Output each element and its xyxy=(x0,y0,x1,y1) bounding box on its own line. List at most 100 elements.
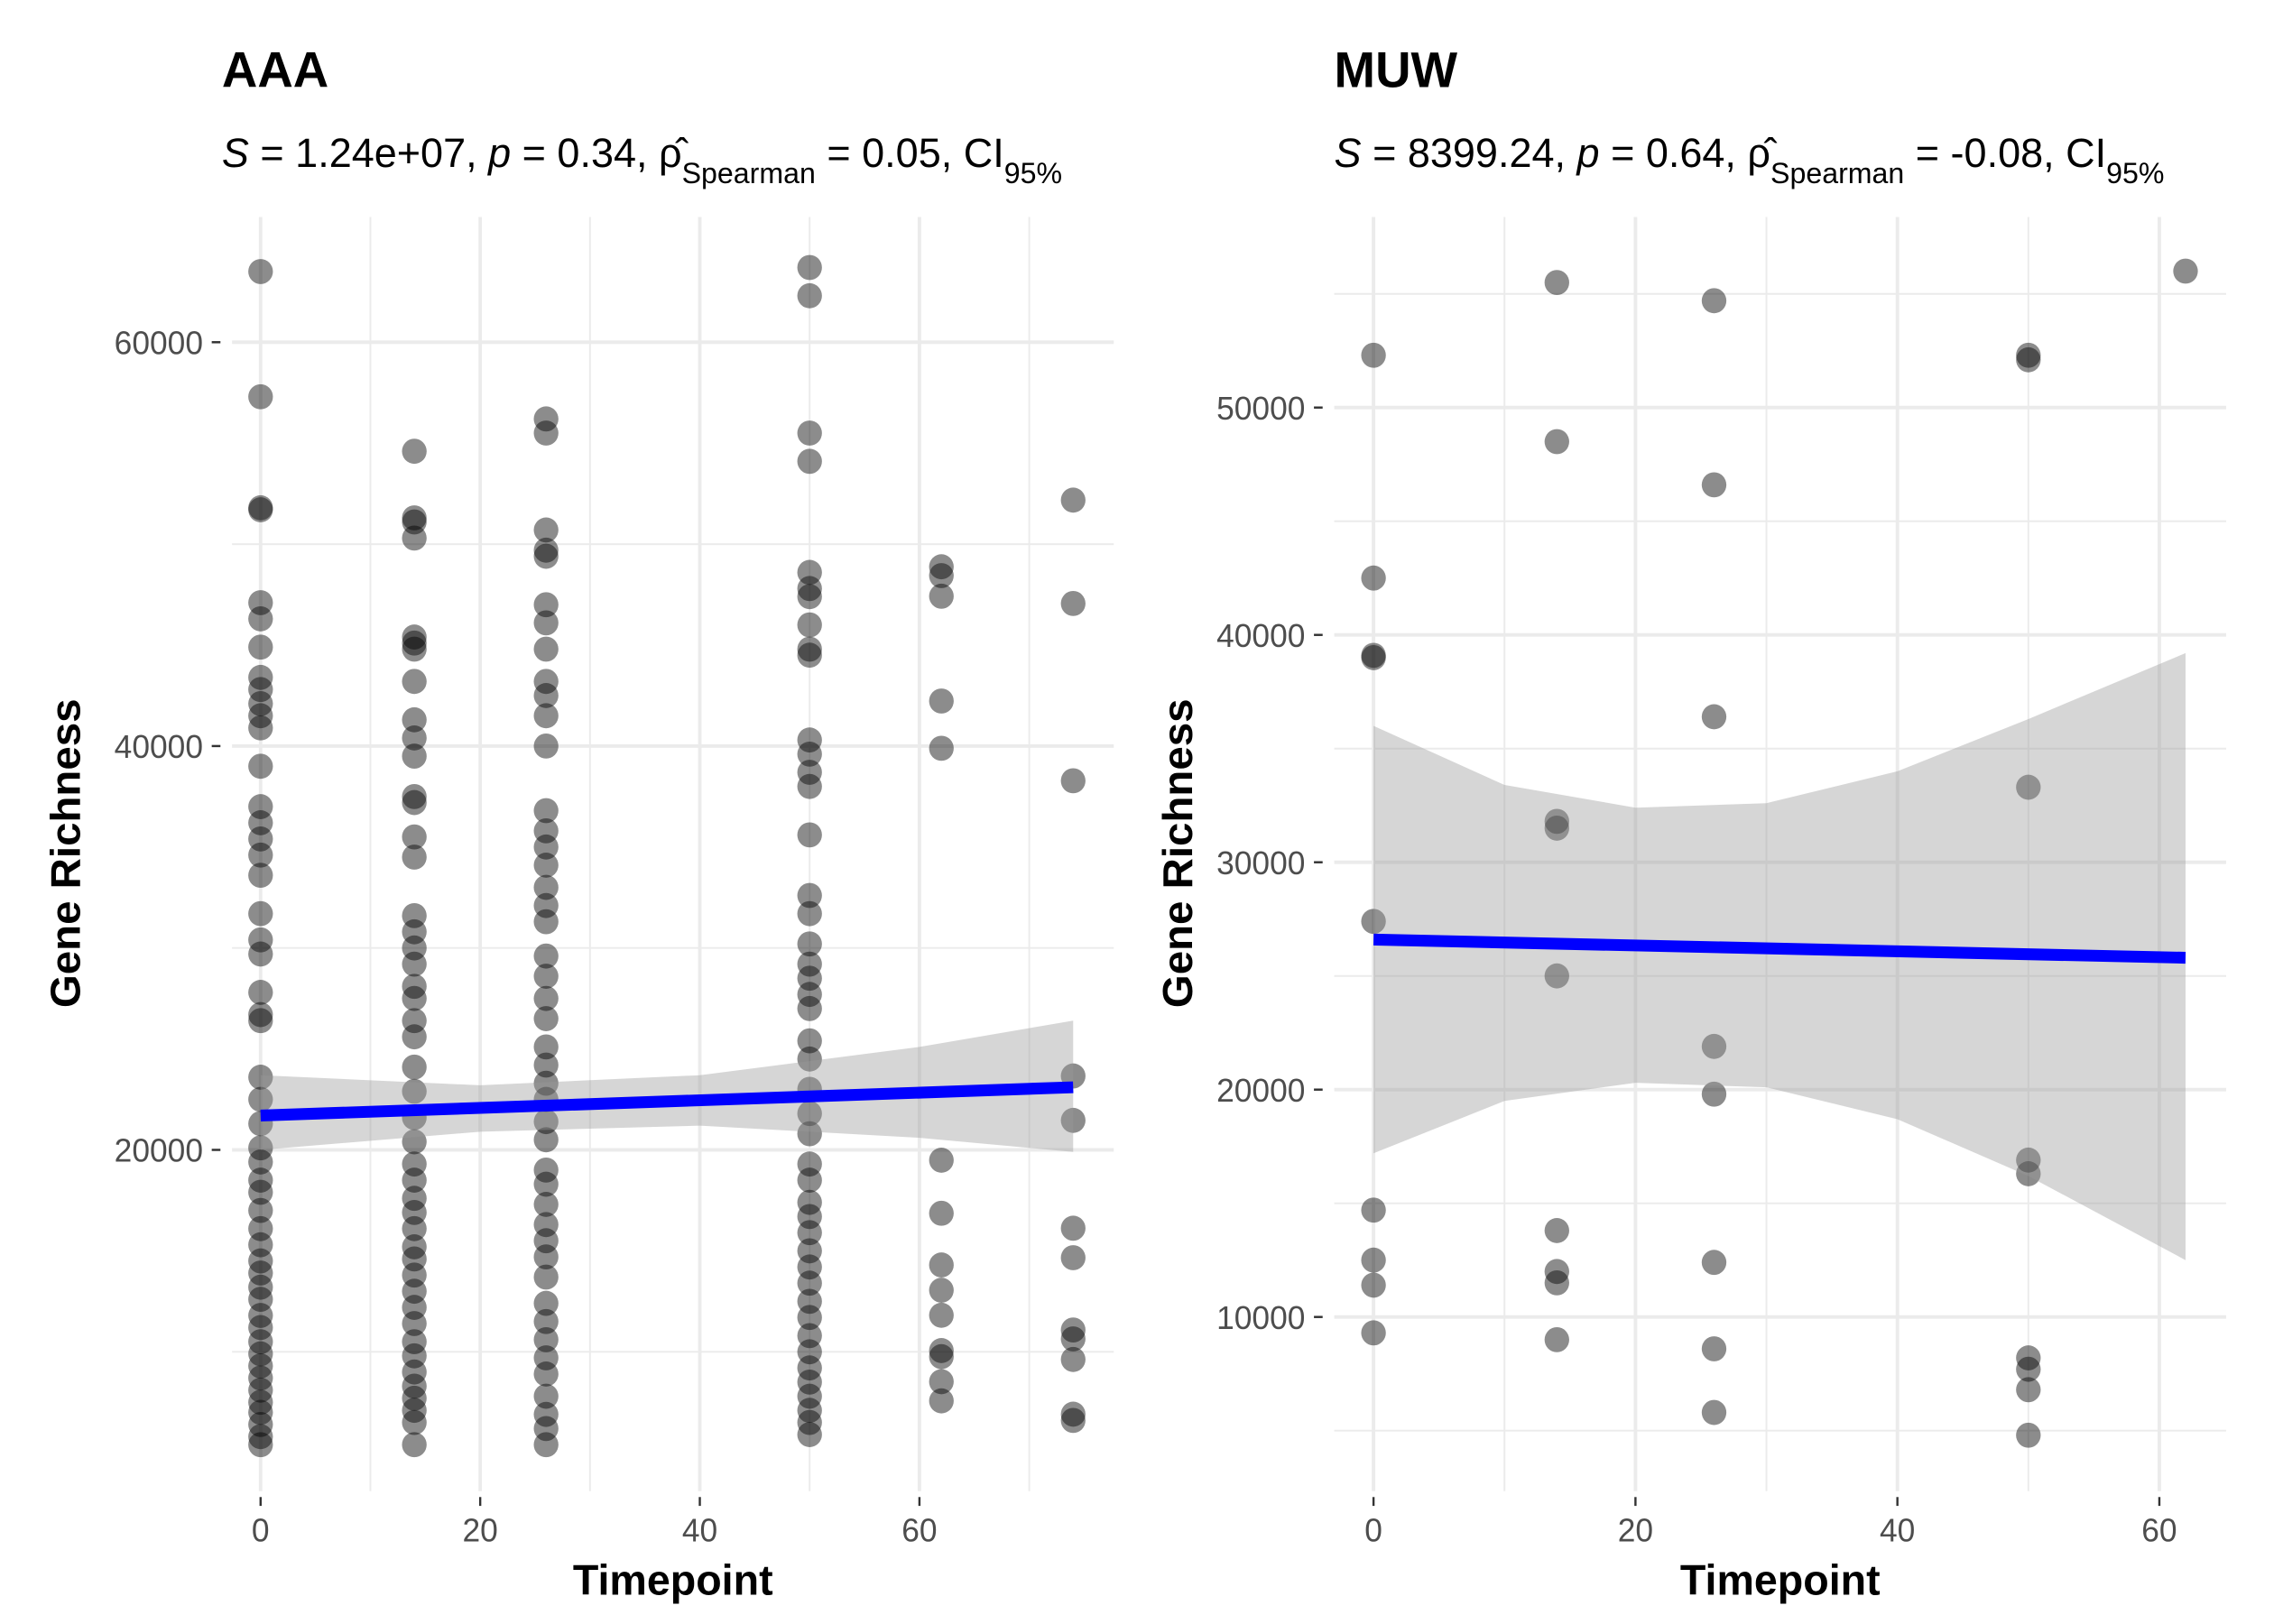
subtitle-part: 95% xyxy=(1004,157,1062,189)
point xyxy=(248,1389,273,1416)
point xyxy=(248,1287,273,1313)
point xyxy=(929,1302,954,1328)
point xyxy=(797,995,822,1021)
point xyxy=(533,1228,559,1254)
point xyxy=(248,1215,273,1241)
point xyxy=(248,1149,273,1175)
point xyxy=(402,1054,427,1080)
y-axis-label: Gene Richness xyxy=(1153,698,1201,1008)
point xyxy=(533,1264,559,1290)
point xyxy=(797,1167,822,1193)
confidence-band xyxy=(260,1020,1074,1152)
point xyxy=(533,406,559,432)
point xyxy=(1361,1247,1386,1273)
point xyxy=(248,664,273,690)
point xyxy=(533,543,559,569)
point xyxy=(533,892,559,918)
point xyxy=(402,438,427,465)
point xyxy=(248,863,273,889)
point xyxy=(402,1024,427,1050)
point xyxy=(797,882,822,909)
point xyxy=(248,1377,273,1403)
point xyxy=(1544,1269,1569,1296)
point xyxy=(248,1086,273,1112)
point xyxy=(797,1220,822,1246)
point xyxy=(533,1383,559,1409)
point xyxy=(533,1244,559,1270)
point xyxy=(248,1411,273,1437)
subtitle-part: 95% xyxy=(2106,157,2164,189)
point xyxy=(402,1343,427,1369)
point xyxy=(929,1369,954,1395)
point xyxy=(248,1167,273,1193)
point xyxy=(1701,1081,1727,1107)
point xyxy=(797,965,822,992)
x-tick-label: 40 xyxy=(682,1512,717,1548)
point xyxy=(402,951,427,977)
point xyxy=(797,576,822,602)
point xyxy=(248,590,273,615)
point xyxy=(533,1192,559,1217)
point xyxy=(797,900,822,927)
point xyxy=(1701,1250,1727,1276)
point xyxy=(248,1329,273,1355)
point xyxy=(248,1232,273,1258)
point xyxy=(1701,1336,1727,1361)
subtitle-part: = -0.08, CI xyxy=(1904,130,2106,176)
point xyxy=(1060,1317,1086,1343)
point xyxy=(248,715,273,741)
point xyxy=(402,1215,427,1241)
y-axis-label: Gene Richness xyxy=(42,698,89,1008)
point xyxy=(402,1008,427,1034)
point xyxy=(929,1148,954,1173)
point xyxy=(797,1355,822,1381)
point xyxy=(248,1432,273,1458)
point xyxy=(533,817,559,844)
point xyxy=(1701,288,1727,314)
point xyxy=(402,902,427,928)
point xyxy=(402,1234,427,1260)
point xyxy=(248,1260,273,1286)
point xyxy=(402,1398,427,1424)
point xyxy=(797,636,822,662)
confidence-band xyxy=(1373,652,2186,1260)
x-axis-label: Timepoint xyxy=(573,1555,773,1603)
point xyxy=(402,509,427,535)
point xyxy=(533,517,559,543)
point xyxy=(533,1157,559,1183)
point xyxy=(797,1046,822,1072)
subtitle-part: p xyxy=(486,130,511,176)
point xyxy=(533,964,559,989)
x-tick-label: 20 xyxy=(462,1512,497,1548)
point xyxy=(797,1305,822,1331)
x-tick-label: 40 xyxy=(1880,1512,1915,1548)
point xyxy=(533,1401,559,1427)
fit-line xyxy=(260,1081,1074,1121)
point xyxy=(402,624,427,650)
point xyxy=(248,1399,273,1426)
point xyxy=(797,1339,822,1365)
point xyxy=(248,1424,273,1450)
point xyxy=(929,554,954,580)
subtitle-part: S xyxy=(1335,130,1362,176)
point xyxy=(2016,1345,2041,1370)
point xyxy=(248,1303,273,1328)
point xyxy=(248,383,273,410)
point xyxy=(248,941,273,967)
point xyxy=(533,874,559,900)
point xyxy=(402,918,427,945)
point xyxy=(402,789,427,816)
panel: AAA S = 1.24e+07, p = 0.34, ρ̂Spearman = … xyxy=(42,42,1114,1603)
x-tick-label: 60 xyxy=(901,1512,937,1548)
point xyxy=(402,706,427,733)
point xyxy=(797,1028,822,1054)
point xyxy=(1060,1407,1086,1434)
x-axis-label: Timepoint xyxy=(1680,1555,1881,1603)
point xyxy=(533,537,559,563)
point xyxy=(248,826,273,852)
point xyxy=(248,497,273,522)
point xyxy=(402,1359,427,1385)
x-tick-label: 60 xyxy=(2141,1512,2177,1548)
point xyxy=(533,1326,559,1352)
